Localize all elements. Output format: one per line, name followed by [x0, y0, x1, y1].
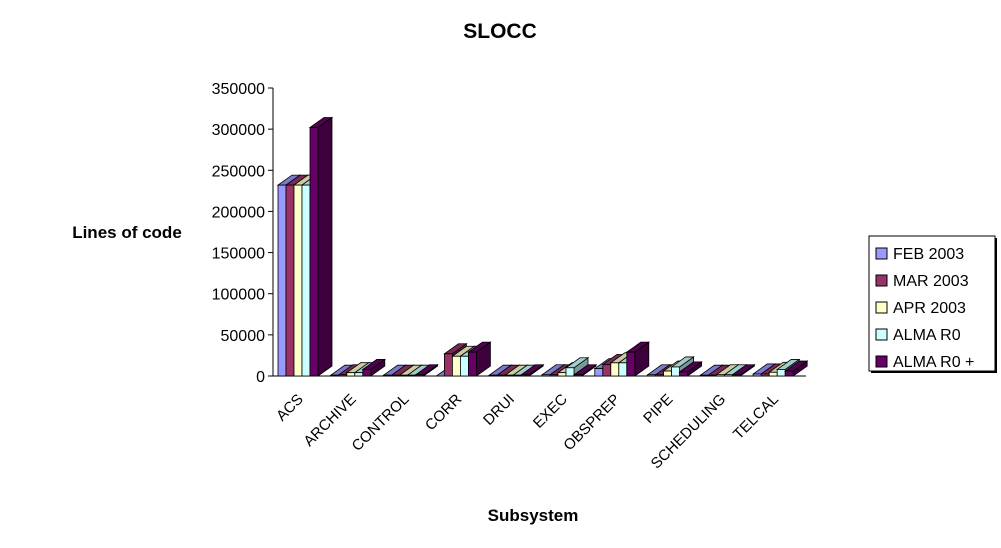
- legend: FEB 2003 MAR 2003 APR 2003 ALMA R0 ALMA R0 +: [868, 235, 997, 373]
- bar-front: [565, 367, 575, 377]
- bar-front: [602, 364, 612, 377]
- legend-swatch: [875, 247, 888, 260]
- bar-front: [626, 351, 636, 377]
- y-tick-label: 350000: [212, 81, 265, 98]
- x-tick-label: PIPE: [640, 391, 676, 427]
- bar-front: [768, 371, 778, 377]
- bar-front: [700, 374, 709, 377]
- bar-front: [488, 374, 498, 377]
- bar-front: [549, 374, 559, 377]
- bar-front: [504, 374, 514, 377]
- bar-front: [594, 368, 604, 377]
- legend-swatch: [875, 274, 888, 287]
- bar-front: [309, 127, 319, 377]
- legend-swatch: [875, 301, 888, 314]
- bar-front: [301, 184, 311, 377]
- bar-front: [338, 374, 348, 377]
- bar-front: [610, 362, 620, 377]
- bar-scheduling-alma-r0: [731, 363, 756, 377]
- legend-label: ALMA R0 +: [893, 354, 974, 371]
- x-tick-label: CORR: [422, 391, 465, 434]
- y-tick-label: 0: [256, 369, 265, 386]
- bar-front: [415, 374, 425, 377]
- bar-front: [496, 374, 506, 377]
- bar-control-alma-r0: [414, 363, 439, 377]
- bar-pipe-alma-r0: [678, 361, 703, 377]
- bar-front: [293, 184, 303, 377]
- bar-obsprep-alma-r0: [625, 341, 651, 377]
- bar-front: [407, 374, 417, 377]
- bar-corr-alma-r0: [467, 341, 492, 377]
- bar-telcal-alma-r0: [783, 360, 809, 377]
- y-tick-label: 100000: [212, 287, 265, 304]
- x-tick-label: DRUI: [480, 391, 518, 429]
- bar-front: [647, 374, 656, 377]
- bar-front: [716, 374, 725, 377]
- x-tick-label: CONTROL: [349, 391, 413, 455]
- bar-front: [467, 351, 477, 377]
- bar-front: [776, 369, 786, 377]
- legend-label: APR 2003: [893, 300, 966, 317]
- bar-side: [317, 116, 333, 377]
- bar-front: [732, 374, 741, 377]
- bar-front: [383, 374, 393, 377]
- x-axis-title: Subsystem: [488, 506, 579, 525]
- x-tick-label: TELCAL: [730, 391, 782, 443]
- bar-front: [557, 372, 567, 377]
- bar-front: [708, 374, 717, 377]
- x-tick-label: OBSPREP: [560, 391, 623, 454]
- bar-front: [330, 374, 340, 377]
- bar-front: [784, 370, 794, 377]
- y-tick-label: 300000: [212, 122, 265, 139]
- bar-front: [679, 371, 688, 377]
- legend-box: [868, 235, 996, 372]
- bar-front: [573, 374, 583, 377]
- bar-front: [399, 374, 409, 377]
- bar-front: [724, 374, 733, 377]
- y-tick-label: 150000: [212, 246, 265, 263]
- bar-front: [277, 184, 287, 377]
- bar-front: [362, 369, 372, 377]
- bar-front: [618, 362, 628, 377]
- y-tick-label: 50000: [221, 328, 266, 345]
- legend-swatch: [875, 355, 888, 368]
- chart-title: SLOCC: [463, 20, 537, 43]
- bar-front: [285, 184, 295, 377]
- bar-exec-alma-r0: [572, 363, 598, 377]
- legend-swatch: [875, 328, 888, 341]
- bar-front: [459, 355, 469, 377]
- legend-label: FEB 2003: [893, 246, 964, 263]
- x-tick-label: EXEC: [530, 391, 571, 432]
- bar-front: [671, 366, 680, 377]
- legend-label: ALMA R0: [893, 327, 961, 344]
- bar-front: [541, 374, 551, 377]
- y-tick-label: 250000: [212, 163, 265, 180]
- bar-front: [663, 370, 672, 377]
- bar-archive-alma-r0: [361, 358, 387, 377]
- bar-front: [655, 374, 664, 377]
- y-axis-title: Lines of code: [72, 223, 182, 242]
- bar-drui-alma-r0: [519, 363, 545, 377]
- bar-front: [443, 353, 453, 377]
- bar-front: [760, 373, 770, 377]
- bar-front: [512, 374, 522, 377]
- bar-front: [451, 355, 461, 377]
- bar-front: [520, 374, 530, 377]
- bar-front: [346, 372, 356, 377]
- y-tick-label: 200000: [212, 204, 265, 221]
- legend-label: MAR 2003: [893, 273, 969, 290]
- bar-front: [391, 374, 401, 377]
- bar-front: [354, 372, 364, 377]
- plot-area: 0 50000 100000 150000 200000 250000 300000 3500…: [212, 81, 809, 472]
- x-tick-label: ACS: [273, 391, 307, 425]
- bar-front: [752, 373, 762, 377]
- bar-acs-alma-r0: [308, 116, 334, 377]
